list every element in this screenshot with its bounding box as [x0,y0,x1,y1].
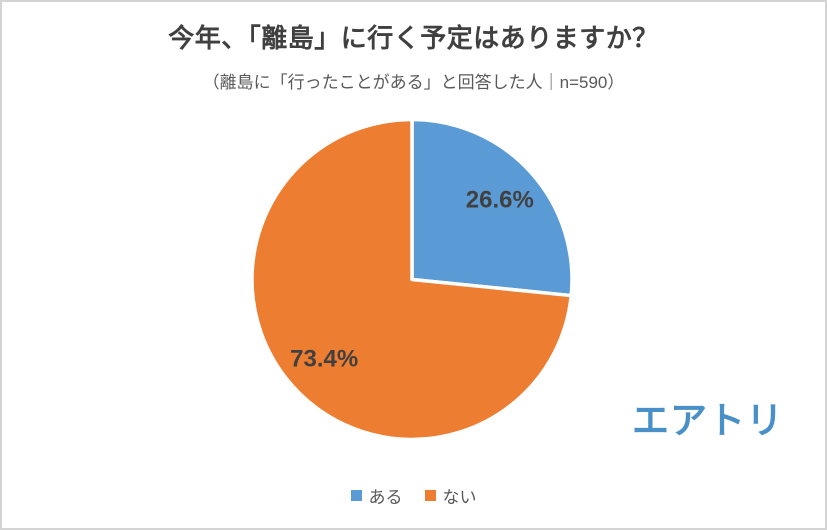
chart-subtitle: （離島に「行ったことがある」と回答した人｜n=590） [202,73,625,92]
pie-slice-ある [410,117,574,298]
legend-label: ない [442,488,477,507]
legend-label: ある [368,488,403,507]
pie-slice-ない [250,117,573,442]
legend-swatch [424,490,436,501]
chart-title: 今年、「離島」に行く予定はありますか？ [168,23,659,53]
legend-swatch [350,490,362,501]
legend-item-ある: ある [350,483,403,508]
legend-item-ない: ない [424,483,477,508]
chart-legend: ある ない [2,483,825,508]
pie-data-label: 26.6% [466,187,534,214]
airtrip-logo: エアトリ [632,400,784,441]
pie-data-label: 73.4% [290,345,358,372]
